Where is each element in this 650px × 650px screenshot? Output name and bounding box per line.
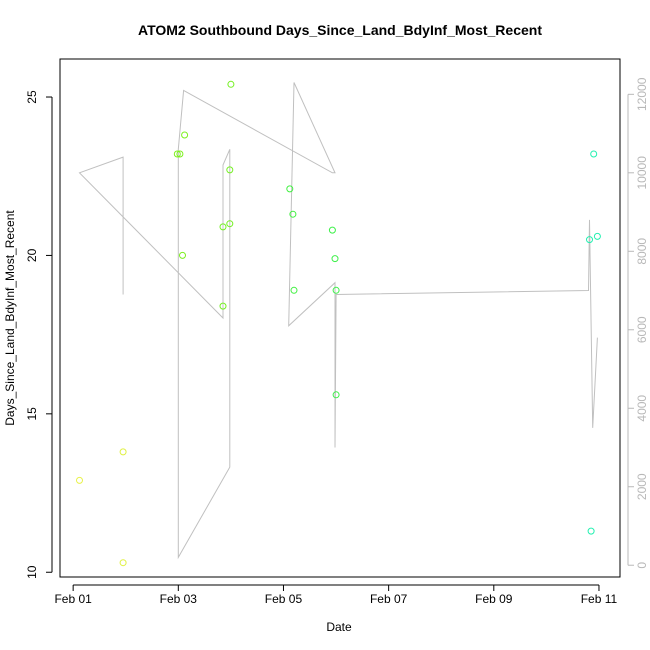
x-tick-label: Feb 03 [160,592,198,606]
x-axis: Feb 01 Feb 03 Feb 05 Feb 07 Feb 09 Feb 11 [54,584,618,606]
y-tick-label: 10 [25,565,39,579]
data-point [587,527,595,535]
data-point [173,150,181,158]
data-point [181,131,189,139]
data-point [119,559,127,567]
x-tick-label: Feb 07 [370,592,408,606]
scatter-points [76,80,601,567]
y2-tick-label: 6000 [635,316,649,343]
data-point [219,302,227,310]
y-tick-label: 15 [25,407,39,421]
plot-frame [59,58,621,578]
series-line [78,82,598,560]
data-point [332,286,340,294]
x-tick-label: Feb 01 [54,592,92,606]
y2-tick-label: 4000 [635,395,649,422]
y2-tick-label: 0 [635,562,649,569]
y-tick-label: 20 [25,248,39,262]
y2-tick-label: 8000 [635,238,649,265]
line-series [78,82,598,560]
data-point [332,391,340,399]
y-axis-label: Days_Since_Land_BdyInf_Most_Recent [3,210,17,426]
data-point [586,236,593,244]
data-point [289,210,297,218]
data-point [226,220,234,228]
data-point [179,251,186,259]
y-tick-label: 25 [25,90,39,104]
data-point [331,255,339,263]
data-point [76,476,83,484]
data-point [328,226,336,234]
x-tick-label: Feb 09 [475,592,513,606]
data-point [219,223,227,231]
y2-tick-label: 12000 [635,77,649,111]
data-point [593,232,601,240]
y2-tick-label: 2000 [635,473,649,500]
data-point [227,80,235,88]
data-point [119,448,127,456]
y-axis: 10 15 20 25 [25,90,53,579]
x-axis-label: Date [326,620,352,634]
x-tick-label: Feb 05 [265,592,303,606]
data-point [286,185,294,193]
x-tick-label: Feb 11 [581,592,618,606]
data-point [176,150,184,158]
y2-tick-label: 10000 [635,156,649,190]
y2-axis: 0 2000 4000 6000 8000 10000 12000 [627,77,649,569]
data-point [290,286,298,294]
chart-title: ATOM2 Southbound Days_Since_Land_BdyInf_… [138,22,542,38]
data-point [226,166,234,174]
data-point [590,150,598,158]
